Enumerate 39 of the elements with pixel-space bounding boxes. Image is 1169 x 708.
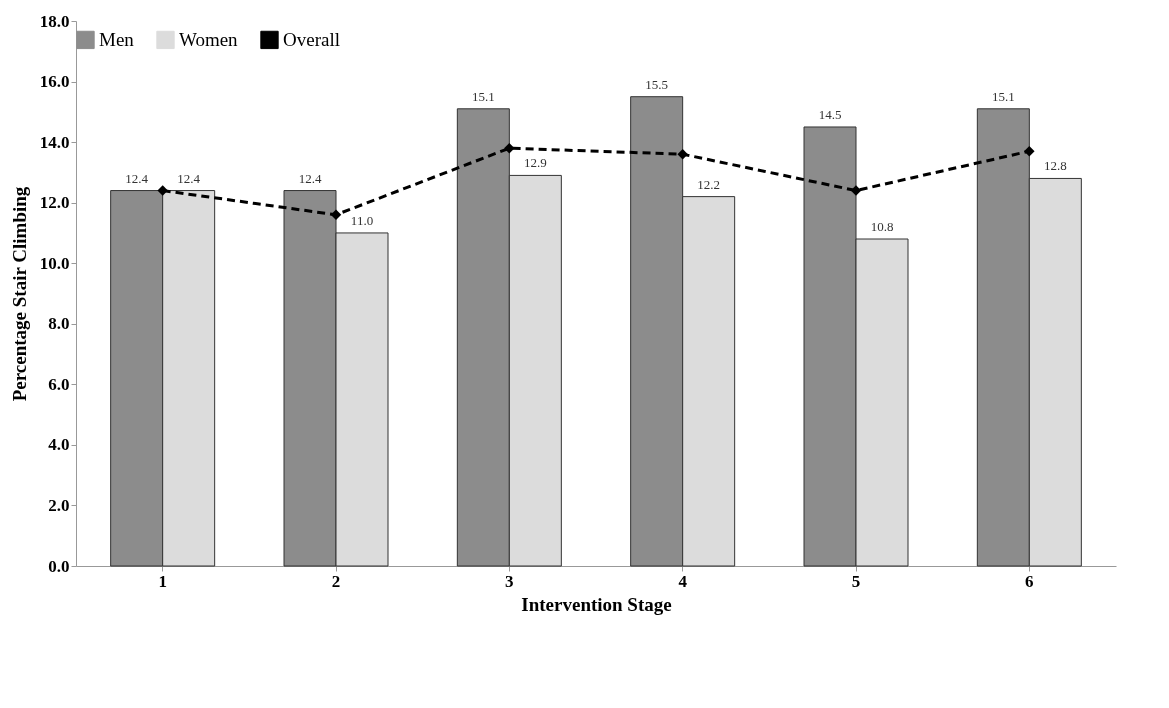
legend-label: Overall [283,28,340,50]
y-tick-label: 12.0 [39,193,70,213]
data-label: 14.5 [818,106,842,122]
data-label: 10.8 [870,219,894,234]
x-tick-label: 1 [158,571,167,591]
x-axis-title: Intervention Stage [521,593,672,615]
point [157,185,168,196]
data-label: 11.0 [350,212,374,228]
y-tick-label: 14.0 [39,132,70,152]
data-label: 15.1 [991,88,1015,104]
legend-label: Men [99,28,135,50]
data-label: 12.9 [523,155,547,171]
y-tick-label: 18.0 [39,11,70,31]
point [330,209,342,221]
legend-label: Women [179,28,239,50]
y-tick-label: 2.0 [48,495,70,515]
x-tick-label: 2 [331,571,341,591]
x-tick-label: 5 [851,571,861,591]
x-tick-label: 6 [1025,571,1034,591]
y-tick-label: 10.0 [39,253,70,273]
data-label: 15.1 [471,88,495,104]
data-label: 12.2 [697,176,721,192]
y-tick-label: 0.0 [48,556,70,576]
x-tick-label: 3 [505,571,514,591]
point [677,148,688,160]
y-tick-label: 16.0 [39,72,70,92]
y-tick-label: 8.0 [48,314,70,334]
x-tick-label: 4 [678,571,688,591]
data-label: 12.8 [1043,158,1067,174]
point [504,142,515,154]
data-label: 12.4 [298,170,322,186]
point [850,185,862,196]
y-axis-title: Percentage Stair Climbing [8,186,30,402]
data-label: 12.4 [177,170,201,186]
y-tick-label: 6.0 [48,374,70,394]
data-label: 12.4 [125,170,149,186]
data-label: 15.5 [645,76,669,92]
point [1024,145,1035,157]
y-tick-label: 4.0 [48,435,70,455]
